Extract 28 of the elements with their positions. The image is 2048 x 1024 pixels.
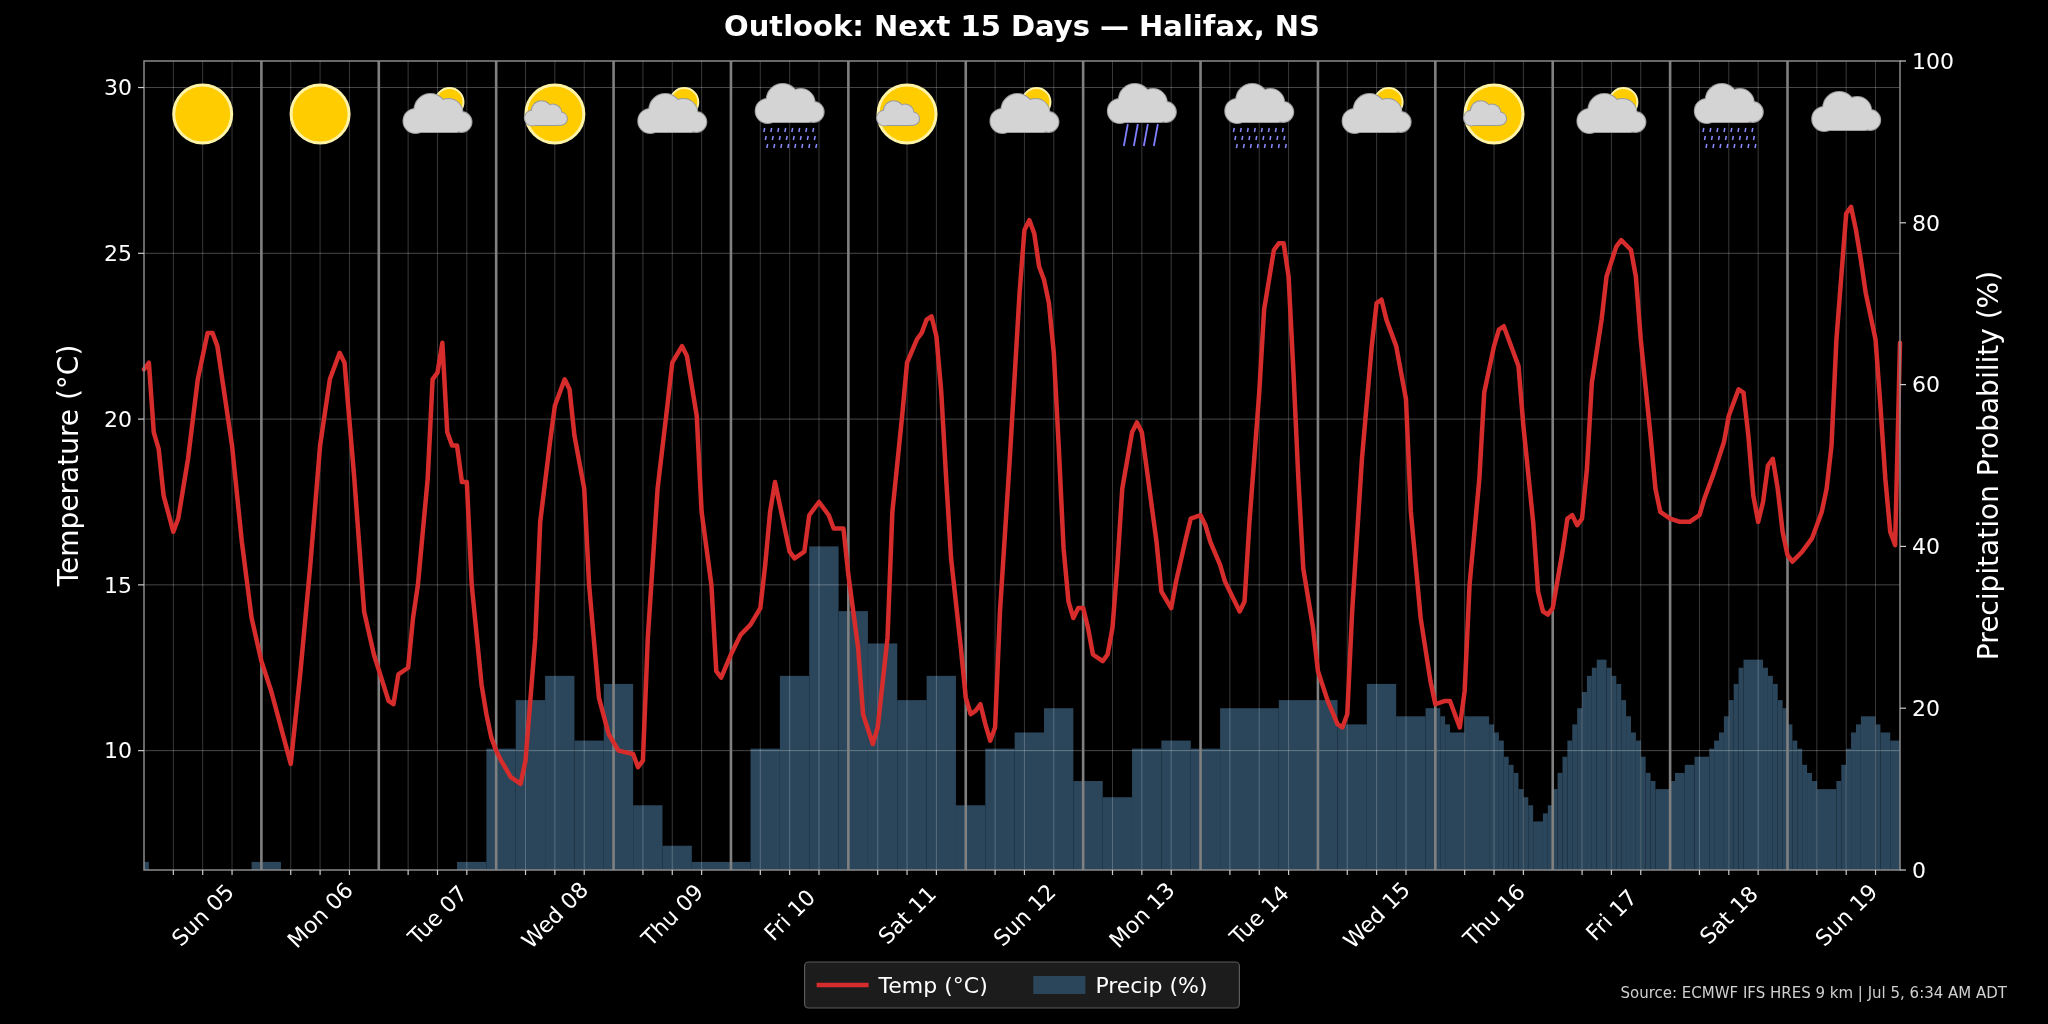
legend-label: Temp (°C)	[877, 972, 988, 998]
x-tick-label: Thu 09	[635, 879, 709, 952]
y2-axis-title: Precipitation Probability (%)	[1971, 270, 2005, 661]
x-tick-label: Tue 14	[1224, 880, 1294, 951]
y2-tick-label: 40	[1912, 534, 1940, 560]
x-tick-label: Sat 11	[873, 881, 942, 950]
x-tick-label: Thu 16	[1457, 879, 1530, 952]
legend-label: Precip (%)	[1095, 972, 1208, 998]
y2-tick-label: 0	[1912, 857, 1926, 883]
x-tick-label: Fri 10	[759, 884, 821, 946]
chart-title: Outlook: Next 15 Days — Halifax, NS	[724, 9, 1320, 43]
y2-tick-label: 20	[1912, 695, 1940, 721]
y-tick-label: 15	[104, 572, 132, 598]
x-tick-label: Sun 12	[988, 879, 1061, 952]
y-tick-label: 10	[104, 738, 132, 764]
y-tick-label: 25	[104, 241, 132, 266]
source-note: Source: ECMWF IFS HRES 9 km | Jul 5, 6:34 AM ADT	[1620, 984, 2008, 1002]
x-tick-label: Fri 17	[1581, 884, 1643, 946]
x-tick-label: Sat 18	[1694, 881, 1763, 950]
y2-tick-label: 60	[1912, 372, 1940, 398]
y-tick-label: 20	[104, 406, 132, 432]
y2-tick-label: 100	[1912, 48, 1954, 74]
x-tick-label: Sun 05	[166, 879, 239, 952]
x-tick-label: Tue 07	[402, 880, 473, 951]
y-axis-title: Temperature (°C)	[51, 344, 85, 588]
y2-tick-label: 80	[1912, 210, 1940, 236]
y-tick-label: 30	[104, 75, 132, 101]
x-tick-label: Sun 19	[1810, 879, 1883, 952]
